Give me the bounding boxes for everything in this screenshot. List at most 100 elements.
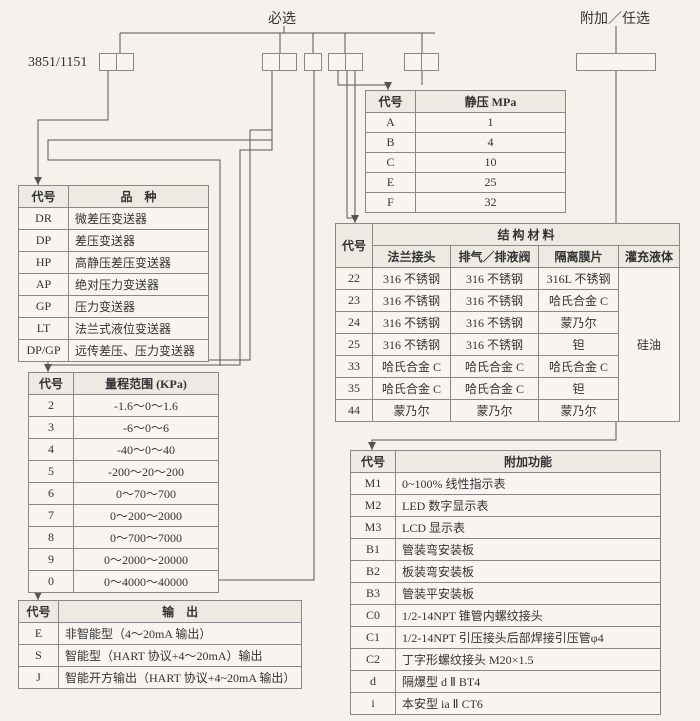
cell: 哈氏合金 C: [539, 290, 619, 312]
cell: DP: [19, 230, 69, 252]
cell: AP: [19, 274, 69, 296]
static-pressure-table: 代号静压 MPaA1B4C10E25F32: [365, 90, 566, 213]
cell: A: [366, 113, 416, 133]
table-row: HP高静压差压变送器: [19, 252, 209, 274]
table-row: A1: [366, 113, 566, 133]
table-row: B3管装平安装板: [351, 583, 661, 605]
cell: 316 不锈钢: [451, 290, 539, 312]
table-row: S智能型（HART 协议+4～20mA）输出: [19, 645, 302, 667]
selector-box: [279, 53, 297, 71]
cell: 316 不锈钢: [373, 334, 451, 356]
table-row: DP差压变送器: [19, 230, 209, 252]
cell: 丁字形螺纹接头 M20×1.5: [396, 649, 661, 671]
cell: 钽: [539, 378, 619, 400]
cell: 哈氏合金 C: [373, 378, 451, 400]
box-group5: [405, 53, 439, 71]
selector-box: [345, 53, 363, 71]
cell: 1/2-14NPT 锥管内螺纹接头: [396, 605, 661, 627]
table-row: C2丁字形螺纹接头 M20×1.5: [351, 649, 661, 671]
box-group2: [263, 53, 297, 71]
cell: 高静压差压变送器: [69, 252, 209, 274]
cell: 10: [416, 153, 566, 173]
cell: 4: [416, 133, 566, 153]
selector-box: [116, 53, 134, 71]
selector-box: [421, 53, 439, 71]
cell: 9: [29, 549, 74, 571]
cell: B3: [351, 583, 396, 605]
table-row: 3-6～0～6: [29, 417, 219, 439]
table-row: 90～2000～20000: [29, 549, 219, 571]
cell: 316L 不锈钢: [539, 268, 619, 290]
col-header: 代号: [29, 373, 74, 395]
cell: J: [19, 667, 59, 689]
table-row: J智能开方输出（HART 协议+4~20mA 输出）: [19, 667, 302, 689]
cell: 0～2000～20000: [74, 549, 219, 571]
model-number: 3851/1151: [28, 55, 87, 71]
table-row: C10: [366, 153, 566, 173]
cell: 管装平安装板: [396, 583, 661, 605]
cell: 32: [416, 193, 566, 213]
cell: C0: [351, 605, 396, 627]
cell: C: [366, 153, 416, 173]
cell: LT: [19, 318, 69, 340]
cell: 35: [336, 378, 373, 400]
table-row: B4: [366, 133, 566, 153]
col-header: 排气／排液阀: [451, 246, 539, 268]
cell: 4: [29, 439, 74, 461]
cell: 24: [336, 312, 373, 334]
cell: -1.6～0～1.6: [74, 395, 219, 417]
table-row: LT法兰式液位变送器: [19, 318, 209, 340]
cell: 智能型（HART 协议+4～20mA）输出: [59, 645, 302, 667]
col-header: 代号: [336, 224, 373, 268]
cell: 3: [29, 417, 74, 439]
table-row: F32: [366, 193, 566, 213]
box-wide: [576, 53, 656, 71]
cell: 22: [336, 268, 373, 290]
cell: 蒙乃尔: [451, 400, 539, 422]
cell: 智能开方输出（HART 协议+4~20mA 输出）: [59, 667, 302, 689]
cell: 23: [336, 290, 373, 312]
col-header: 附加功能: [396, 451, 661, 473]
col-header: 静压 MPa: [416, 91, 566, 113]
cell: 8: [29, 527, 74, 549]
cell: B: [366, 133, 416, 153]
structure-table: 代号结 构 材 料法兰接头排气／排液阀隔离膜片灌充液体22316 不锈钢316 …: [335, 223, 680, 422]
cell: GP: [19, 296, 69, 318]
cell: 哈氏合金 C: [539, 356, 619, 378]
cell: DP/GP: [19, 340, 69, 362]
cell: 7: [29, 505, 74, 527]
table-row: 4-40～0～40: [29, 439, 219, 461]
table-row: M2LED 数字显示表: [351, 495, 661, 517]
col-header: 输 出: [59, 601, 302, 623]
col-header: 量程范围 (KPa): [74, 373, 219, 395]
cell: 蒙乃尔: [539, 312, 619, 334]
cell: 33: [336, 356, 373, 378]
cell: 差压变送器: [69, 230, 209, 252]
table-row: 22316 不锈钢316 不锈钢316L 不锈钢硅油: [336, 268, 680, 290]
required-label: 必选: [268, 8, 296, 28]
col-header: 灌充液体: [619, 246, 680, 268]
cell: 非智能型（4～20mA 输出）: [59, 623, 302, 645]
table-row: 2-1.6～0～1.6: [29, 395, 219, 417]
col-header: 代号: [19, 601, 59, 623]
col-header: 代号: [366, 91, 416, 113]
col-header: 代号: [19, 186, 69, 208]
box-group4: [329, 53, 363, 71]
table-row: C11/2-14NPT 引压接头后部焊接引压管φ4: [351, 627, 661, 649]
cell: HP: [19, 252, 69, 274]
cell: M3: [351, 517, 396, 539]
table-row: GP压力变送器: [19, 296, 209, 318]
cell: 硅油: [619, 268, 680, 422]
range-table: 代号量程范围 (KPa)2-1.6～0～1.63-6～0～64-40～0～405…: [28, 372, 219, 593]
col-header: 隔离膜片: [539, 246, 619, 268]
cell: DR: [19, 208, 69, 230]
table-row: B2板装弯安装板: [351, 561, 661, 583]
table-row: B1管装弯安装板: [351, 539, 661, 561]
cell: 0~100% 线性指示表: [396, 473, 661, 495]
optional-label: 附加／任选: [580, 8, 650, 28]
cell: 316 不锈钢: [451, 268, 539, 290]
selector-box: [404, 53, 422, 71]
cell: C1: [351, 627, 396, 649]
cell: 1: [416, 113, 566, 133]
selector-box: [304, 53, 322, 71]
